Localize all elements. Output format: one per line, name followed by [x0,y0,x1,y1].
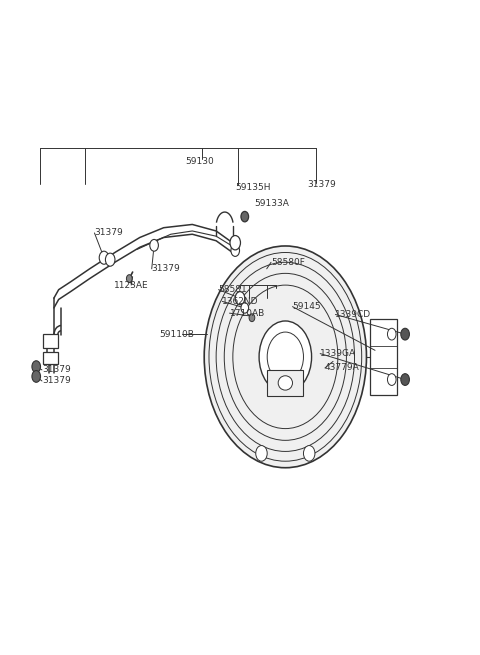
Text: 1339GA: 1339GA [320,349,356,358]
Text: 31379: 31379 [152,265,180,273]
Circle shape [204,246,366,468]
Circle shape [126,274,132,282]
Text: 58580F: 58580F [271,258,305,267]
Circle shape [387,328,396,340]
Circle shape [32,371,40,383]
Bar [267,370,303,396]
Text: 59135H: 59135H [235,183,271,192]
Text: 31379: 31379 [42,377,71,386]
Ellipse shape [278,376,292,390]
Circle shape [231,245,240,256]
Circle shape [150,240,158,251]
Text: 59110B: 59110B [159,329,194,339]
Circle shape [99,251,109,264]
Circle shape [249,314,255,322]
Circle shape [401,373,409,385]
Bar [43,334,58,348]
Circle shape [235,291,245,305]
Text: 59145: 59145 [292,302,321,311]
Text: 1339CD: 1339CD [336,310,372,319]
Text: 59133A: 59133A [254,199,289,208]
Text: 58581: 58581 [218,285,247,294]
Text: 43779A: 43779A [325,364,360,373]
Bar [370,319,396,395]
Circle shape [230,236,240,250]
Circle shape [241,212,249,222]
Circle shape [387,373,396,385]
Text: 31379: 31379 [307,179,336,189]
Circle shape [106,253,115,266]
Text: 1362ND: 1362ND [222,297,259,306]
Circle shape [241,303,249,313]
Circle shape [267,332,303,382]
Circle shape [259,321,312,393]
Text: 31379: 31379 [42,365,71,375]
Text: 1123AE: 1123AE [114,280,148,290]
Text: 31379: 31379 [95,229,123,237]
Bar [43,352,58,364]
Text: 1710AB: 1710AB [229,309,265,318]
Circle shape [401,328,409,340]
Text: 59130: 59130 [185,157,214,166]
Circle shape [303,445,315,461]
Circle shape [32,361,40,373]
Circle shape [256,445,267,461]
